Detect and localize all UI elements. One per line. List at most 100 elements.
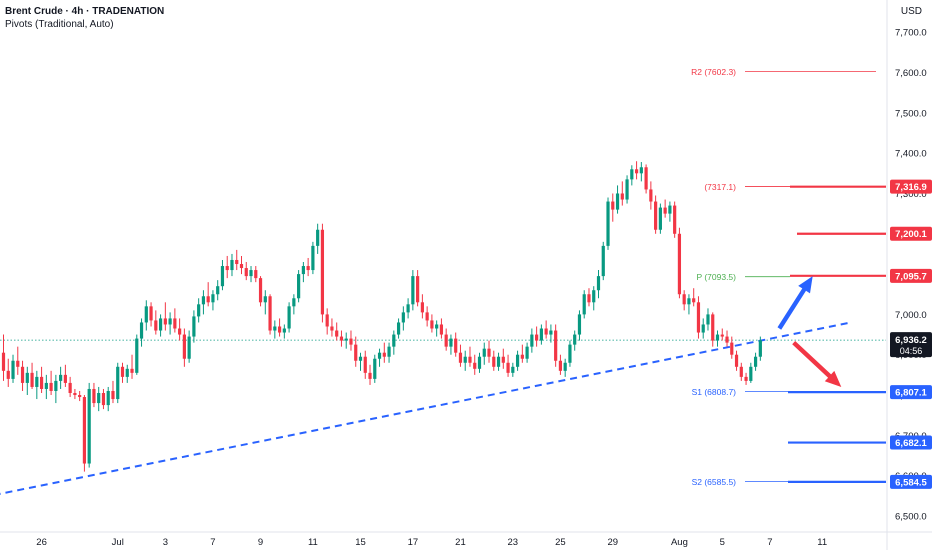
candle-bear: [277, 318, 282, 337]
candle-bear: [416, 270, 420, 307]
arrow-down[interactable]: [792, 341, 842, 387]
candle-bear: [544, 320, 548, 339]
candle-bull: [11, 354, 15, 383]
candle-body: [639, 167, 643, 174]
candle-bear: [101, 388, 106, 410]
price-badge-label: 6,584.5: [895, 477, 927, 488]
candle-bear: [268, 294, 272, 335]
price-axis[interactable]: 6,500.06,600.06,700.06,800.06,900.07,000…: [890, 28, 932, 523]
candle-bull: [515, 350, 520, 371]
candle-body: [611, 201, 615, 210]
candle-body: [496, 356, 501, 367]
x-tick-label: 7: [210, 537, 215, 548]
candle-body: [49, 382, 53, 391]
candle-body: [149, 306, 153, 321]
candle-bull: [715, 330, 720, 347]
candle-bear: [363, 350, 367, 379]
x-tick-label: 21: [455, 537, 466, 548]
candle-body: [192, 316, 196, 337]
candle-bear: [258, 276, 263, 307]
candle-bear: [654, 195, 658, 234]
candle-body: [92, 388, 96, 404]
candle-bull: [44, 374, 48, 400]
candle-bear: [244, 262, 248, 281]
currency-label: USD: [900, 6, 922, 17]
candle-body: [263, 296, 267, 303]
candle-bear: [92, 382, 96, 408]
candle-bull: [530, 328, 534, 353]
candle-body: [249, 270, 253, 277]
candle-body: [135, 338, 139, 373]
candle-bear: [520, 344, 524, 363]
candle-bull: [273, 320, 277, 339]
candle-body: [620, 193, 624, 200]
candle-bear: [634, 161, 639, 180]
arrows[interactable]: [777, 276, 842, 387]
candle-body: [258, 278, 263, 303]
candle-bear: [163, 302, 167, 331]
candle-bear: [149, 302, 153, 327]
pivot-tag-r2: R2 (7602.3): [691, 67, 736, 77]
candle-body: [235, 259, 239, 265]
candle-bull: [630, 165, 634, 186]
candle-bull: [449, 334, 453, 355]
candle-body: [649, 189, 653, 202]
candle-bull: [158, 314, 163, 337]
candle-body: [182, 334, 186, 359]
candle-body: [458, 352, 463, 363]
candle-bear: [420, 294, 424, 319]
candle-body: [220, 266, 225, 287]
candle-body: [539, 328, 543, 341]
candle-body: [111, 390, 115, 400]
candle-bull: [87, 382, 91, 468]
candle-bear: [558, 354, 563, 375]
candle-bull: [601, 241, 605, 281]
y-tick-label: 7,700.0: [895, 28, 927, 39]
candle-body: [425, 312, 429, 321]
candle-bull: [701, 318, 705, 339]
pivot-tag-p: P (7093.5): [696, 272, 736, 282]
candle-body: [644, 167, 648, 190]
candle-body: [615, 193, 620, 210]
candle-body: [682, 294, 686, 305]
candle-bear: [739, 362, 743, 381]
candle-body: [420, 302, 424, 313]
arrow-up[interactable]: [777, 276, 813, 330]
candle-body: [244, 268, 248, 277]
candle-bear: [330, 318, 334, 337]
chart-title: Brent Crude · 4h · TRADENATION: [5, 6, 165, 17]
candle-bull: [596, 270, 601, 299]
candle-bear: [720, 328, 724, 341]
candle-bear: [696, 296, 701, 339]
price-badge: [890, 435, 932, 450]
price-badge: [890, 179, 932, 194]
price-badge-label: 7,200.1: [895, 229, 927, 240]
candle-body: [368, 372, 372, 379]
candle-body: [416, 276, 420, 303]
candle-bear: [649, 181, 653, 210]
candle-body: [749, 366, 753, 381]
candle-body: [268, 296, 272, 331]
candle-body: [206, 296, 210, 303]
candle-bull: [563, 358, 567, 377]
candle-body: [692, 298, 696, 303]
candle-body: [373, 358, 377, 379]
candle-bear: [382, 342, 386, 363]
candle-bear: [182, 328, 186, 367]
candle-body: [573, 334, 577, 345]
rising-trendline[interactable]: [0, 321, 851, 499]
candle-body: [753, 356, 758, 367]
trendline[interactable]: [0, 321, 851, 499]
indicator-label[interactable]: Pivots (Traditional, Auto): [5, 19, 114, 30]
candle-bull: [35, 370, 39, 400]
candle-body: [396, 322, 401, 335]
x-tick-label: 15: [355, 537, 366, 548]
candle-body: [382, 352, 386, 357]
candle-bear: [454, 332, 458, 357]
candle-bear: [178, 318, 182, 341]
candle-bear: [130, 354, 134, 379]
x-tick-label: 11: [817, 537, 827, 548]
time-axis[interactable]: 26 Jul 3 7 9 11 15 17 21 23 25 29 Aug 5 7 11: [36, 537, 827, 548]
y-tick-label: 7,400.0: [895, 149, 927, 160]
